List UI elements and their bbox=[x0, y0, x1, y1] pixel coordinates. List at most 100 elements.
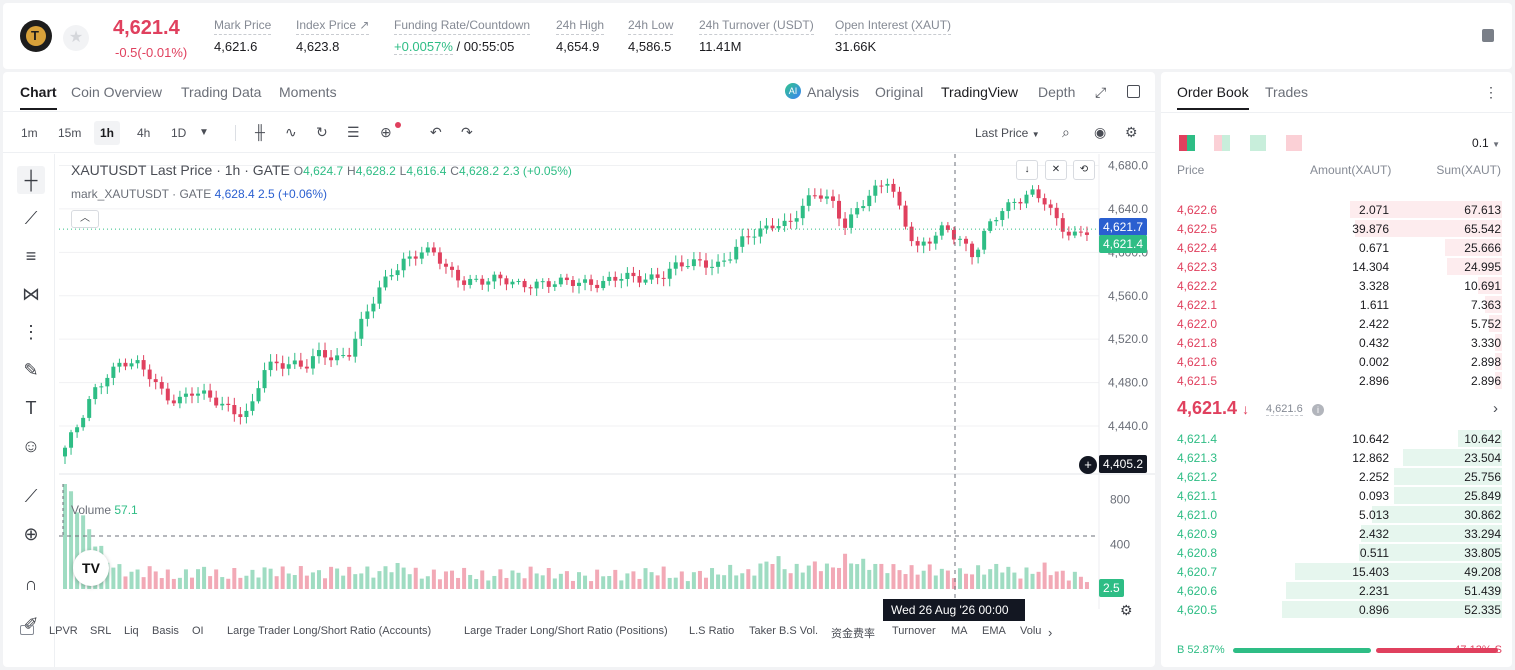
candle-body[interactable] bbox=[304, 366, 309, 369]
volume-bar[interactable] bbox=[286, 573, 291, 589]
candle-body[interactable] bbox=[1018, 201, 1023, 204]
candle-body[interactable] bbox=[679, 262, 684, 267]
volume-bar[interactable] bbox=[1066, 580, 1071, 589]
candle-body[interactable] bbox=[818, 195, 823, 199]
candle-body[interactable] bbox=[945, 225, 950, 230]
candle-body[interactable] bbox=[867, 195, 872, 207]
view-tradingview[interactable]: TradingView bbox=[941, 84, 1019, 100]
volume-bar[interactable] bbox=[250, 569, 255, 589]
volume-bar[interactable] bbox=[927, 564, 932, 589]
candle-body[interactable] bbox=[63, 447, 67, 457]
view-depth[interactable]: Depth bbox=[1038, 84, 1076, 100]
candle-body[interactable] bbox=[1036, 189, 1041, 199]
volume-bar[interactable] bbox=[111, 567, 116, 589]
candle-body[interactable] bbox=[292, 360, 297, 365]
candle-body[interactable] bbox=[1030, 189, 1035, 195]
candle-body[interactable] bbox=[365, 311, 370, 319]
volume-bar[interactable] bbox=[558, 573, 563, 589]
indicator-lpvr[interactable]: LPVR bbox=[49, 625, 78, 637]
volume-bar[interactable] bbox=[147, 566, 152, 589]
volume-bar[interactable] bbox=[1078, 576, 1083, 589]
ruler-tool-icon[interactable]: ⟋ bbox=[24, 486, 38, 506]
volume-bar[interactable] bbox=[1054, 571, 1059, 589]
volume-bar[interactable] bbox=[75, 512, 80, 589]
candle-body[interactable] bbox=[915, 241, 920, 246]
volume-bar[interactable] bbox=[153, 571, 158, 589]
candle-body[interactable] bbox=[794, 218, 799, 222]
candle-body[interactable] bbox=[873, 185, 878, 196]
volume-bar[interactable] bbox=[498, 569, 503, 589]
volume-bar[interactable] bbox=[552, 578, 557, 589]
candle-body[interactable] bbox=[546, 281, 551, 287]
candle-body[interactable] bbox=[982, 230, 987, 250]
candle-body[interactable] bbox=[244, 410, 249, 418]
candle-body[interactable] bbox=[716, 261, 721, 267]
volume-bar[interactable] bbox=[492, 575, 497, 589]
volume-bar[interactable] bbox=[117, 564, 122, 589]
candle-body[interactable] bbox=[734, 246, 739, 260]
price-source-select[interactable]: Last Price ▼ bbox=[975, 126, 1040, 140]
volume-bar[interactable] bbox=[945, 570, 950, 589]
volume-bar[interactable] bbox=[728, 564, 733, 589]
candle-body[interactable] bbox=[498, 274, 503, 279]
volume-bar[interactable] bbox=[746, 569, 751, 589]
volume-bar[interactable] bbox=[740, 573, 745, 589]
horizontal-lines-tool-icon[interactable]: ≡ bbox=[25, 246, 37, 266]
candle-body[interactable] bbox=[528, 287, 533, 289]
candle-body[interactable] bbox=[1000, 211, 1005, 220]
volume-bar[interactable] bbox=[722, 575, 727, 589]
volume-bar[interactable] bbox=[837, 567, 842, 589]
search-icon[interactable]: ⌕ bbox=[1062, 124, 1070, 140]
volume-bar[interactable] bbox=[347, 566, 352, 589]
volume-bar[interactable] bbox=[304, 575, 309, 589]
bid-row[interactable]: 4,621.1 0.093 25.849 bbox=[1161, 486, 1512, 505]
fib-tool-icon[interactable]: ⋮ bbox=[22, 322, 40, 342]
volume-bar[interactable] bbox=[915, 574, 920, 589]
candle-body[interactable] bbox=[570, 280, 575, 286]
volume-bar[interactable] bbox=[443, 571, 448, 589]
undo-icon[interactable]: ↶ bbox=[430, 124, 442, 140]
volume-bar[interactable] bbox=[141, 577, 146, 589]
volume-bar[interactable] bbox=[897, 570, 902, 589]
candle-body[interactable] bbox=[1042, 198, 1047, 205]
pencil-lock-icon[interactable]: ✐ bbox=[23, 614, 39, 634]
candle-body[interactable] bbox=[613, 276, 618, 281]
volume-bar[interactable] bbox=[607, 576, 612, 589]
candle-body[interactable] bbox=[510, 281, 515, 285]
candle-body[interactable] bbox=[776, 226, 781, 229]
candle-body[interactable] bbox=[951, 229, 956, 240]
candle-body[interactable] bbox=[855, 208, 860, 215]
volume-bar[interactable] bbox=[528, 566, 533, 589]
candle-body[interactable] bbox=[135, 360, 140, 364]
candle-body[interactable] bbox=[637, 276, 642, 283]
candle-body[interactable] bbox=[589, 279, 594, 285]
candle-body[interactable] bbox=[335, 355, 340, 361]
volume-bar[interactable] bbox=[165, 569, 170, 589]
candle-body[interactable] bbox=[310, 356, 315, 369]
volume-bar[interactable] bbox=[268, 568, 273, 589]
candle-body[interactable] bbox=[389, 275, 394, 277]
candle-body[interactable] bbox=[153, 379, 158, 383]
candle-body[interactable] bbox=[208, 390, 213, 398]
candle-body[interactable] bbox=[879, 185, 884, 187]
view-asks-icon[interactable] bbox=[1286, 135, 1302, 151]
ask-row[interactable]: 4,621.5 2.896 2.896 bbox=[1161, 371, 1512, 390]
volume-bar[interactable] bbox=[661, 566, 666, 589]
volume-bar[interactable] bbox=[976, 565, 981, 589]
volume-bar[interactable] bbox=[183, 569, 188, 589]
volume-bar[interactable] bbox=[540, 575, 545, 589]
candle-body[interactable] bbox=[577, 282, 581, 286]
indicator-liq[interactable]: Liq bbox=[124, 625, 139, 637]
candle-body[interactable] bbox=[558, 277, 563, 285]
candle-body[interactable] bbox=[177, 396, 182, 404]
indicator-ls-positions[interactable]: Large Trader Long/Short Ratio (Positions… bbox=[464, 625, 668, 637]
volume-bar[interactable] bbox=[909, 565, 914, 589]
candle-body[interactable] bbox=[564, 277, 569, 281]
volume-bar[interactable] bbox=[583, 575, 588, 589]
volume-bar[interactable] bbox=[522, 578, 527, 589]
candle-body[interactable] bbox=[843, 218, 848, 228]
volume-bar[interactable] bbox=[716, 574, 721, 589]
candle-body[interactable] bbox=[595, 284, 600, 289]
candle-body[interactable] bbox=[746, 236, 751, 238]
volume-bar[interactable] bbox=[189, 577, 194, 589]
